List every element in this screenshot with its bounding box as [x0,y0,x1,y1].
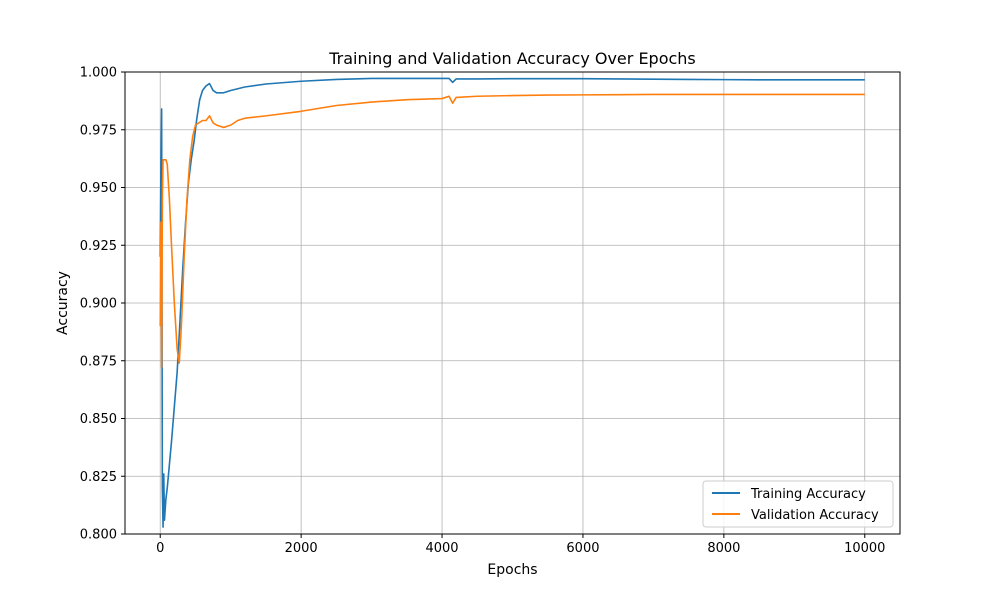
y-tick-label: 0.875 [80,354,117,369]
y-tick-label: 0.850 [80,412,117,427]
x-tick-label: 4000 [425,541,458,556]
y-tick-label: 0.825 [80,470,117,485]
chart-title: Training and Validation Accuracy Over Ep… [328,49,696,68]
x-tick-label: 0 [156,541,164,556]
y-tick-label: 1.000 [80,66,117,81]
y-axis-label: Accuracy [55,271,71,335]
training-accuracy-line [159,77,865,528]
series-layer [159,77,865,528]
y-tick-label: 0.800 [80,528,117,543]
x-tick-label: 2000 [285,541,318,556]
y-tick-label: 0.900 [80,297,117,312]
legend-label-training: Training Accuracy [750,487,866,502]
validation-accuracy-line [159,93,865,369]
y-tick-label: 0.975 [80,123,117,138]
legend: Training Accuracy Validation Accuracy [702,480,894,528]
legend-box [702,480,894,528]
legend-label-validation: Validation Accuracy [751,508,879,523]
x-axis-label: Epochs [487,562,537,578]
x-tick-label: 6000 [566,541,599,556]
x-tick-label: 8000 [707,541,740,556]
y-tick-label: 0.950 [80,181,117,196]
y-tick-label: 0.925 [80,239,117,254]
ticks: 0 2000 4000 6000 8000 10000 0.800 0.825 0.850 0.8… [80,66,886,557]
x-tick-label: 10000 [844,541,885,556]
